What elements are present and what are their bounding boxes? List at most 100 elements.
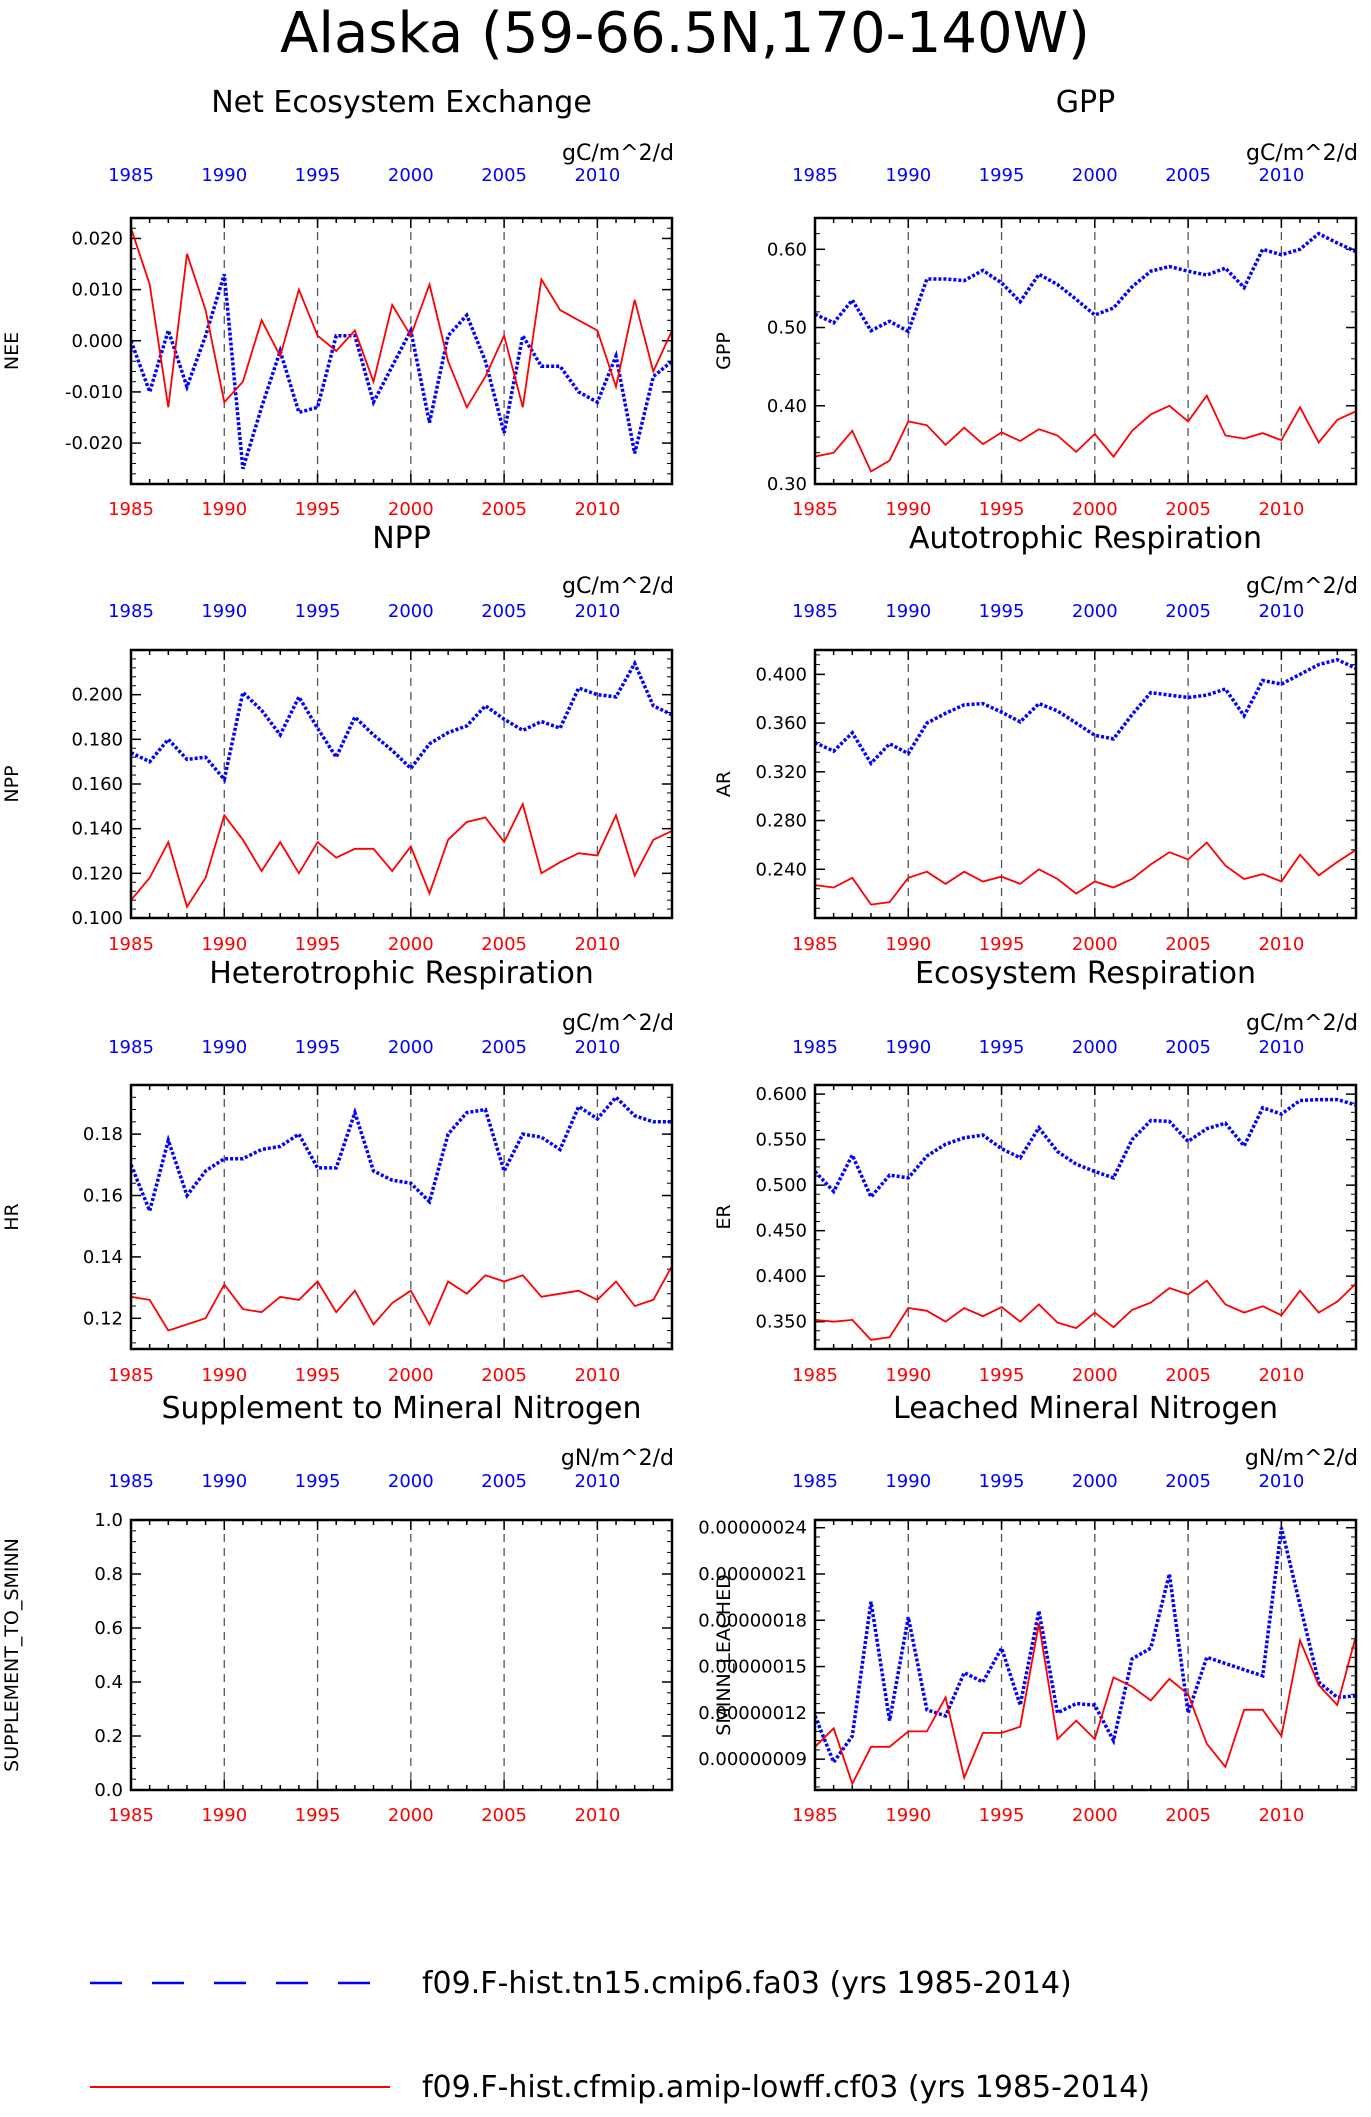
- plot-frame: [129, 648, 674, 920]
- bottom-tick-label: 2005: [1165, 499, 1211, 520]
- bottom-tick-label: 1995: [979, 934, 1025, 955]
- y-tick-label: 0.000: [71, 331, 123, 352]
- bottom-tick-label: 1995: [295, 1365, 341, 1386]
- top-tick-label: 1990: [885, 601, 931, 622]
- plot-frame: [813, 216, 1358, 486]
- panel-ar: Autotrophic Respiration gC/m^2/d 1985 1990 1…: [713, 521, 1358, 955]
- panel-title: NPP: [372, 521, 431, 556]
- bottom-tick-label: 2005: [1165, 1365, 1211, 1386]
- top-tick-label: 1985: [108, 1471, 154, 1492]
- y-axis-label: AR: [713, 771, 735, 797]
- top-tick-label: 2010: [574, 1037, 620, 1058]
- bottom-tick-label: 2005: [481, 1365, 527, 1386]
- top-tick-label: 2000: [1072, 1037, 1118, 1058]
- bottom-tick-label: 2010: [574, 934, 620, 955]
- bottom-tick-label: 1990: [885, 499, 931, 520]
- top-tick-label: 1995: [979, 601, 1025, 622]
- series-line-case1: [815, 1097, 1356, 1201]
- series-line-case2: [815, 1623, 1356, 1787]
- y-axis-label: ER: [713, 1204, 735, 1229]
- top-tick-label: 2010: [1258, 1037, 1304, 1058]
- bottom-tick-label: 1990: [201, 1365, 247, 1386]
- top-tick-label: 2005: [481, 601, 527, 622]
- plot-frame: [129, 1518, 674, 1792]
- top-tick-label: 1990: [201, 601, 247, 622]
- y-tick-label: 0.450: [755, 1221, 807, 1242]
- y-tick-label: 0.30: [767, 474, 807, 495]
- panel-title: Leached Mineral Nitrogen: [893, 1391, 1278, 1426]
- bottom-tick-label: 1985: [792, 499, 838, 520]
- bottom-tick-label: 1985: [792, 934, 838, 955]
- bottom-tick-label: 1995: [979, 1365, 1025, 1386]
- bottom-tick-label: 1985: [792, 1365, 838, 1386]
- y-tick-label: 0.6: [94, 1618, 123, 1639]
- panel-title: GPP: [1056, 85, 1115, 120]
- panel-supplement-to-sminn: Supplement to Mineral Nitrogen gN/m^2/d 19…: [1, 1391, 674, 1826]
- units-label: gC/m^2/d: [1246, 141, 1358, 166]
- bottom-tick-label: 1990: [885, 934, 931, 955]
- series-line-case2: [131, 227, 672, 410]
- series-line-case1: [131, 273, 672, 470]
- y-tick-label: 0.020: [71, 228, 123, 249]
- bottom-tick-label: 2010: [1258, 934, 1304, 955]
- y-tick-label: 0.200: [71, 685, 123, 706]
- y-tick-label: 0.320: [755, 762, 807, 783]
- y-tick-label: 0.600: [755, 1084, 807, 1105]
- top-tick-label: 2005: [1165, 1037, 1211, 1058]
- series-line-case2: [131, 1265, 672, 1332]
- y-tick-label: 0.2: [94, 1726, 123, 1747]
- top-tick-label: 1995: [295, 1471, 341, 1492]
- bottom-tick-label: 2000: [388, 1365, 434, 1386]
- bottom-tick-label: 2010: [574, 1805, 620, 1826]
- y-tick-label: 0.100: [71, 908, 123, 929]
- page-title: Alaska (59-66.5N,170-140W): [280, 1, 1090, 66]
- top-tick-label: 2000: [388, 165, 434, 186]
- bottom-tick-label: 2005: [1165, 1805, 1211, 1826]
- panel-gpp: GPP gC/m^2/d 1985 1990 1995 2000 2005 2010 1985 1…: [713, 85, 1358, 520]
- y-tick-label: 0.360: [755, 713, 807, 734]
- bottom-tick-label: 1985: [108, 934, 154, 955]
- y-axis-label: HR: [1, 1203, 23, 1231]
- bottom-tick-label: 2010: [1258, 1365, 1304, 1386]
- top-tick-label: 1995: [295, 165, 341, 186]
- bottom-tick-label: 2005: [481, 499, 527, 520]
- bottom-tick-label: 1985: [108, 1805, 154, 1826]
- y-tick-label: 0.16: [83, 1186, 123, 1207]
- series-line-case1: [815, 657, 1356, 767]
- top-tick-label: 1985: [792, 1471, 838, 1492]
- top-tick-label: 1995: [295, 601, 341, 622]
- bottom-tick-label: 2010: [574, 499, 620, 520]
- y-axis-label: NPP: [1, 765, 23, 802]
- plot-frame: [129, 216, 674, 486]
- top-tick-label: 2010: [574, 165, 620, 186]
- units-label: gN/m^2/d: [1245, 1446, 1358, 1471]
- top-tick-label: 2005: [481, 1037, 527, 1058]
- bottom-tick-label: 2005: [481, 1805, 527, 1826]
- series-line-case2: [815, 1279, 1356, 1341]
- y-tick-label: 0.4: [94, 1672, 123, 1693]
- top-tick-label: 1990: [201, 1037, 247, 1058]
- y-tick-label: 0.280: [755, 811, 807, 832]
- y-tick-label: 0.60: [767, 239, 807, 260]
- bottom-tick-label: 2000: [1072, 499, 1118, 520]
- legend-label-2: f09.F-hist.cfmip.amip-lowff.cf03 (yrs 19…: [422, 2070, 1150, 2105]
- y-tick-label: 0.00000018: [698, 1610, 807, 1631]
- top-tick-label: 2000: [1072, 601, 1118, 622]
- top-tick-label: 2010: [1258, 601, 1304, 622]
- bottom-tick-label: 1995: [295, 499, 341, 520]
- top-tick-label: 1990: [885, 1471, 931, 1492]
- top-tick-label: 1985: [792, 165, 838, 186]
- top-tick-label: 2005: [1165, 1471, 1211, 1492]
- panel-nee: Net Ecosystem Exchange gC/m^2/d 1985 1990 19…: [1, 85, 674, 520]
- top-tick-label: 2005: [481, 165, 527, 186]
- series-line-case1: [131, 1094, 672, 1217]
- bottom-tick-label: 1995: [979, 499, 1025, 520]
- y-tick-label: 0.00000024: [698, 1518, 807, 1539]
- top-tick-label: 2000: [388, 1471, 434, 1492]
- top-tick-label: 1995: [295, 1037, 341, 1058]
- top-tick-label: 1995: [979, 1471, 1025, 1492]
- y-tick-label: 0.180: [71, 729, 123, 750]
- top-tick-label: 2010: [1258, 1471, 1304, 1492]
- series-line-case1: [131, 659, 672, 784]
- panel-title: Supplement to Mineral Nitrogen: [162, 1391, 642, 1426]
